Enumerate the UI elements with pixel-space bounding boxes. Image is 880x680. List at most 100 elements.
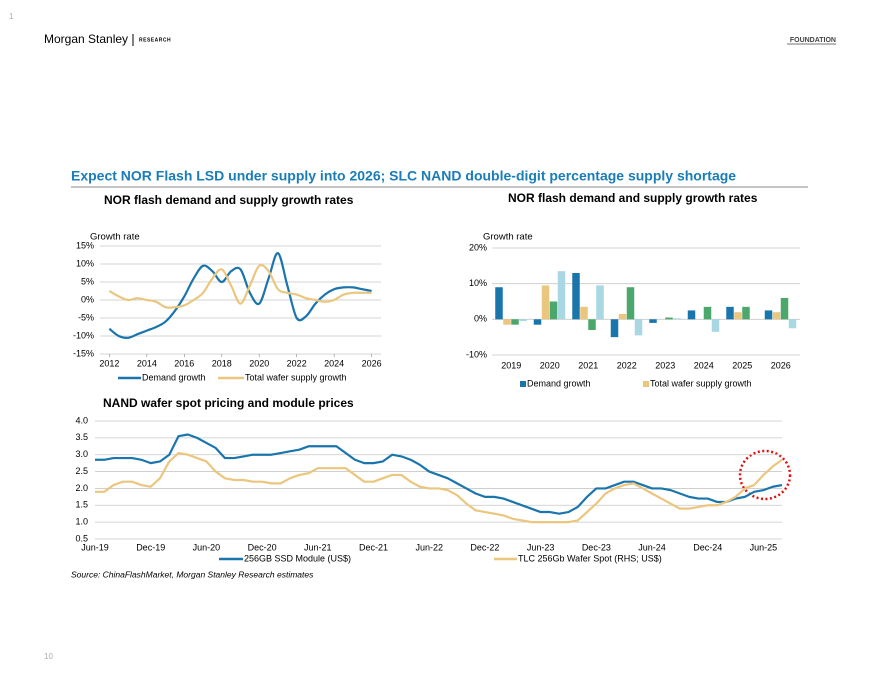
- x-tick-label: Jun-22: [415, 542, 443, 552]
- x-tick-label: Jun-24: [638, 542, 666, 552]
- y-axis-label: Growth rate: [483, 232, 533, 243]
- y-tick-label: 3.0: [75, 449, 88, 459]
- legend-swatch: [520, 381, 526, 387]
- bar: [580, 306, 588, 320]
- x-tick-label: 2020: [249, 358, 269, 368]
- x-tick-label: 2025: [732, 360, 752, 370]
- bar: [780, 297, 789, 320]
- division: RESEARCH: [139, 37, 171, 43]
- x-tick-label: 2014: [137, 358, 157, 368]
- bar: [541, 285, 550, 320]
- bar: [665, 317, 673, 320]
- bar: [772, 312, 781, 320]
- brand: Morgan Stanley: [44, 32, 128, 46]
- x-tick-label: 2021: [578, 360, 598, 370]
- y-tick-label: 1.5: [75, 500, 88, 510]
- x-tick-label: 2024: [324, 358, 344, 368]
- bar: [687, 310, 696, 320]
- page-number: 1: [9, 12, 14, 21]
- line-series: [108, 252, 372, 339]
- line-series: [108, 263, 372, 309]
- bar: [626, 287, 635, 320]
- chart-title: NAND wafer spot pricing and module price…: [103, 396, 354, 410]
- bar: [618, 313, 627, 320]
- bar: [572, 272, 580, 320]
- line-series: [95, 451, 783, 524]
- legend-label: Total wafer supply growth: [650, 378, 752, 388]
- y-tick-label: -10%: [73, 330, 94, 340]
- y-axis-label: Growth rate: [90, 232, 140, 243]
- legend-label: Total wafer supply growth: [245, 372, 347, 382]
- bar: [788, 319, 797, 329]
- y-tick-label: 10%: [469, 278, 487, 288]
- x-tick-label: 2024: [694, 360, 714, 370]
- y-tick-label: 0%: [474, 314, 487, 324]
- y-tick-label: 10%: [76, 258, 94, 268]
- chart-title: NOR flash demand and supply growth rates: [104, 193, 354, 207]
- footer-number: 10: [44, 652, 53, 661]
- headline: Expect NOR Flash LSD under supply into 2…: [71, 168, 736, 184]
- highlight-circle: [738, 449, 792, 501]
- x-tick-label: 2026: [771, 360, 791, 370]
- x-tick-label: 2022: [617, 360, 637, 370]
- bar: [588, 319, 596, 331]
- bar: [503, 319, 511, 325]
- bar: [533, 319, 542, 325]
- y-tick-label: 3.5: [75, 432, 88, 442]
- y-tick-label: 2.0: [75, 483, 88, 493]
- x-tick-label: 2023: [655, 360, 675, 370]
- legend-label: Demand growth: [142, 372, 206, 382]
- y-tick-label: 15%: [76, 240, 94, 250]
- x-tick-label: Dec-23: [582, 542, 611, 552]
- x-tick-label: 2022: [287, 358, 307, 368]
- x-tick-label: Dec-24: [693, 542, 722, 552]
- bar: [511, 319, 519, 325]
- y-tick-label: -10%: [466, 349, 487, 359]
- bar: [734, 312, 742, 320]
- legend-label: TLC 256Gb Wafer Spot (RHS; US$): [518, 553, 662, 563]
- bar: [742, 306, 750, 320]
- bar: [726, 306, 734, 320]
- bar: [596, 285, 604, 320]
- y-tick-label: 0.5: [75, 533, 88, 543]
- bar: [703, 306, 712, 320]
- x-tick-label: 2019: [501, 360, 521, 370]
- x-tick-label: Dec-21: [359, 542, 388, 552]
- x-tick-label: Jun-23: [527, 542, 555, 552]
- y-tick-label: 20%: [469, 242, 487, 252]
- y-tick-label: -15%: [73, 348, 94, 358]
- line-series: [95, 433, 783, 515]
- y-tick-label: 5%: [81, 276, 94, 286]
- bar: [610, 319, 619, 338]
- bar: [711, 319, 720, 332]
- legend-label: Demand growth: [527, 378, 591, 388]
- legend-swatch: [643, 381, 649, 387]
- bar: [764, 310, 773, 320]
- y-tick-label: 2.5: [75, 466, 88, 476]
- chart-title: NOR flash demand and supply growth rates: [508, 191, 758, 205]
- bar: [634, 319, 643, 336]
- x-tick-label: Jun-19: [81, 542, 109, 552]
- x-tick-label: Dec-20: [248, 542, 277, 552]
- section-label: FOUNDATION: [790, 37, 836, 44]
- y-tick-label: 0%: [81, 294, 94, 304]
- bar: [557, 271, 566, 320]
- x-tick-label: 2012: [99, 358, 119, 368]
- bar: [549, 301, 558, 320]
- x-tick-label: Dec-19: [136, 542, 165, 552]
- bar: [649, 319, 657, 323]
- bar: [673, 318, 681, 320]
- bar: [519, 319, 527, 322]
- x-tick-label: Jun-20: [193, 542, 221, 552]
- x-tick-label: 2026: [362, 358, 382, 368]
- x-tick-label: Jun-25: [750, 542, 778, 552]
- x-tick-label: 2018: [212, 358, 232, 368]
- y-tick-label: 4.0: [75, 415, 88, 425]
- source: Source: ChinaFlashMarket, Morgan Stanley…: [71, 569, 314, 579]
- x-tick-label: Dec-22: [470, 542, 499, 552]
- bar: [495, 287, 503, 320]
- y-tick-label: -5%: [78, 312, 94, 322]
- legend-label: 256GB SSD Module (US$): [244, 553, 351, 563]
